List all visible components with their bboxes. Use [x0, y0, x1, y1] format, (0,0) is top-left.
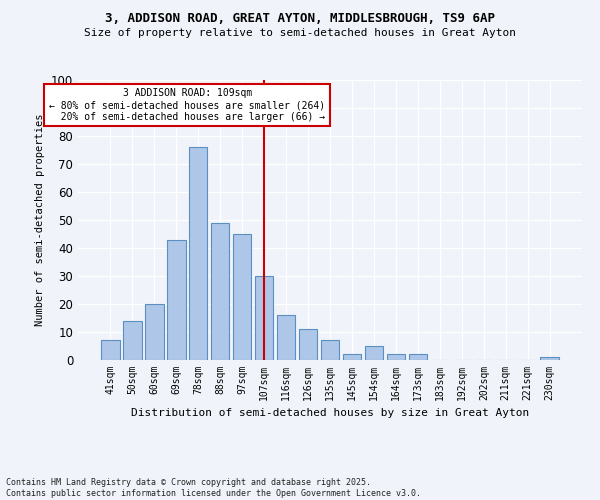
Text: Contains HM Land Registry data © Crown copyright and database right 2025.
Contai: Contains HM Land Registry data © Crown c…	[6, 478, 421, 498]
Bar	[299, 329, 317, 360]
Bar	[167, 240, 185, 360]
Bar	[386, 354, 405, 360]
Bar	[101, 340, 119, 360]
Bar	[365, 346, 383, 360]
Bar	[255, 276, 274, 360]
Text: Size of property relative to semi-detached houses in Great Ayton: Size of property relative to semi-detach…	[84, 28, 516, 38]
X-axis label: Distribution of semi-detached houses by size in Great Ayton: Distribution of semi-detached houses by …	[131, 408, 529, 418]
Bar	[409, 354, 427, 360]
Bar	[343, 354, 361, 360]
Text: 3, ADDISON ROAD, GREAT AYTON, MIDDLESBROUGH, TS9 6AP: 3, ADDISON ROAD, GREAT AYTON, MIDDLESBRO…	[105, 12, 495, 26]
Bar	[123, 321, 142, 360]
Bar	[211, 223, 229, 360]
Bar	[189, 147, 208, 360]
Bar	[541, 357, 559, 360]
Bar	[145, 304, 164, 360]
Text: 3 ADDISON ROAD: 109sqm
← 80% of semi-detached houses are smaller (264)
  20% of : 3 ADDISON ROAD: 109sqm ← 80% of semi-det…	[49, 88, 325, 122]
Bar	[277, 315, 295, 360]
Bar	[320, 340, 340, 360]
Y-axis label: Number of semi-detached properties: Number of semi-detached properties	[35, 114, 46, 326]
Bar	[233, 234, 251, 360]
